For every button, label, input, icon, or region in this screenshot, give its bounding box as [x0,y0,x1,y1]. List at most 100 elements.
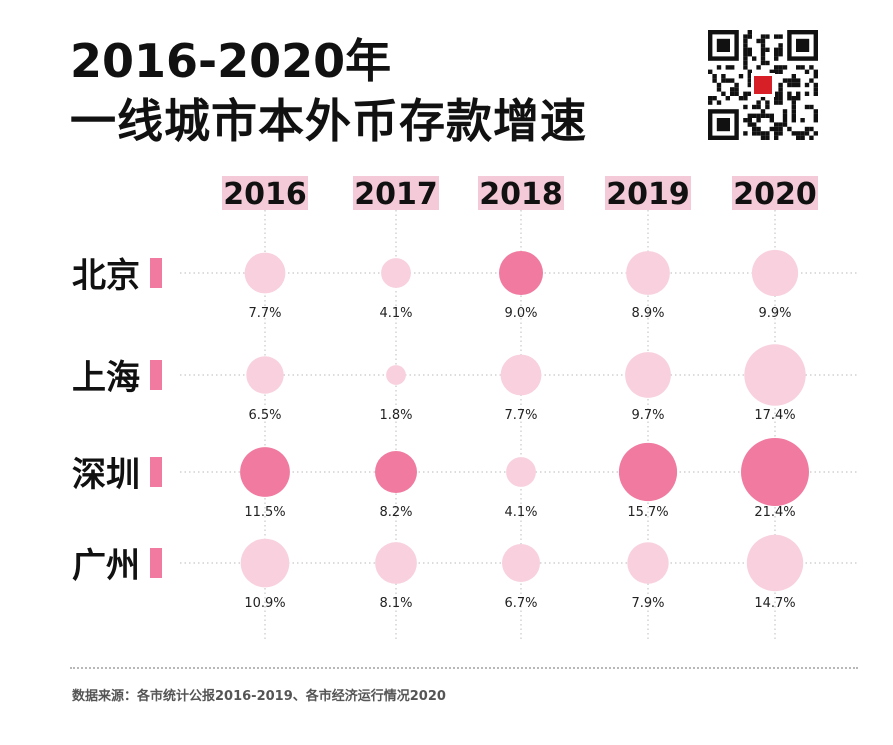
value-label-深圳-2018: 4.1% [504,505,537,520]
qr-module [725,96,730,101]
qr-module [721,74,726,79]
bubble-广州-2020 [746,534,804,592]
city-marker-1 [150,360,162,390]
qr-module [765,135,770,140]
bubble-深圳-2020 [741,438,809,506]
qr-module [782,122,788,127]
qr-module [752,122,757,127]
qr-code-icon [708,30,818,140]
bubble-广州-2018 [502,544,540,582]
qr-module [809,78,814,83]
bubble-深圳-2019 [618,442,678,502]
qr-module [791,96,796,101]
qr-module [752,126,757,132]
qr-module [716,87,722,92]
qr-module [791,82,796,88]
year-header-2018: 2018 [479,177,563,212]
qr-module [708,69,713,74]
qr-module [712,78,717,83]
qr-module [800,65,805,70]
qr-module [813,82,818,88]
qr-module [760,96,766,101]
bubble-深圳-2018 [506,457,536,487]
qr-module [752,131,757,136]
value-label-深圳-2019: 15.7% [627,505,668,520]
qr-module [765,34,770,39]
qr-module [760,135,766,140]
year-header-2020: 2020 [733,177,817,212]
qr-module [765,100,770,105]
qr-module [752,56,757,61]
city-marker-3 [150,548,162,578]
qr-module [734,82,739,88]
qr-module [769,126,774,132]
qr-module [743,96,748,101]
bubble-上海-2018 [500,354,542,396]
value-label-上海-2016: 6.5% [248,408,281,423]
qr-module [804,69,810,74]
qr-module [791,78,796,83]
qr-module [743,56,748,61]
qr-module [756,104,761,110]
qr-module [760,56,766,61]
qr-module [774,96,779,101]
qr-module [743,65,748,70]
qr-module [743,52,748,57]
bubble-北京-2017 [381,258,411,288]
year-header-2016: 2016 [223,177,307,212]
qr-module [796,78,801,83]
qr-module [743,43,748,48]
qr-module [738,96,744,101]
qr-module [769,113,774,118]
qr-module [778,87,783,92]
qr-module [791,131,796,136]
qr-module [813,69,818,74]
qr-module [774,47,779,52]
qr-module [787,96,792,101]
bubble-上海-2017 [386,365,406,385]
qr-module [712,74,717,79]
qr-module [804,91,810,96]
value-label-广州-2020: 14.7% [754,596,795,611]
year-header-bg-2018 [478,176,564,210]
bubble-北京-2020 [751,249,799,297]
qr-module [778,91,783,96]
qr-module [756,118,761,123]
qr-module [769,118,774,123]
qr-module [765,60,770,66]
qr-module [796,96,801,101]
qr-module [804,126,810,132]
footer-divider [70,667,858,669]
qr-module [734,87,739,92]
value-label-北京-2020: 9.9% [758,306,791,321]
city-marker-0 [150,258,162,288]
qr-module [813,118,818,123]
value-label-北京-2019: 8.9% [631,306,664,321]
qr-module [716,38,730,52]
qr-module [778,131,783,136]
qr-module [747,30,752,35]
bubble-上海-2020 [744,344,806,406]
value-label-北京-2016: 7.7% [248,306,281,321]
qr-module [804,131,810,136]
value-label-上海-2019: 9.7% [631,408,664,423]
qr-module [787,91,792,96]
qr-module [716,118,730,132]
value-label-广州-2016: 10.9% [244,596,285,611]
qr-module [760,52,766,57]
qr-module [760,47,766,52]
value-label-上海-2018: 7.7% [504,408,537,423]
qr-module [813,131,818,136]
qr-module [743,131,748,136]
bubble-深圳-2016 [240,447,290,497]
qr-module [760,43,766,48]
qr-module [809,135,814,140]
qr-module [813,74,818,79]
qr-module [708,96,713,101]
qr-module [756,100,761,105]
qr-module [774,122,779,127]
qr-module [778,96,783,101]
bubble-广州-2017 [375,542,417,584]
qr-module [747,122,752,127]
